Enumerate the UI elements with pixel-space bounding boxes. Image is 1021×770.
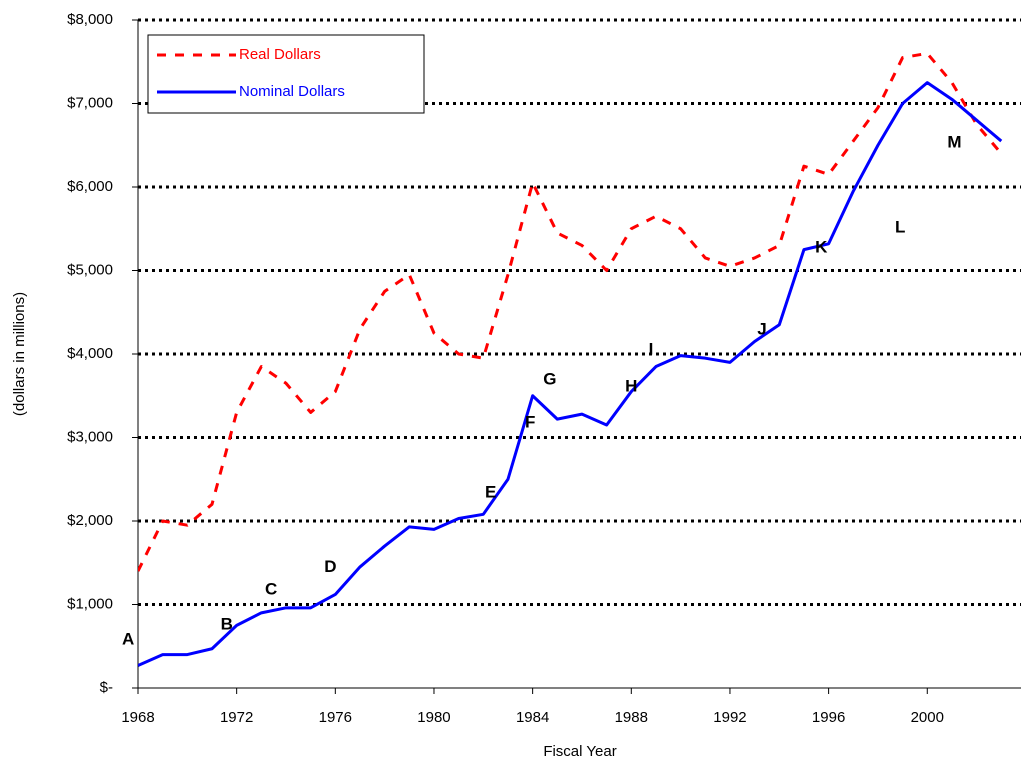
y-tick-label: $7,000	[67, 94, 113, 111]
annotation: F	[525, 412, 535, 431]
annotation: E	[485, 483, 496, 502]
annotation: L	[895, 217, 905, 236]
series-line	[138, 51, 1003, 572]
y-tick-label: $1,000	[67, 595, 113, 612]
y-tick-label: $8,000	[67, 11, 113, 28]
annotation: B	[221, 614, 233, 633]
annotation: G	[543, 369, 556, 388]
annotation: H	[625, 376, 637, 395]
legend-label: Nominal Dollars	[239, 83, 345, 100]
x-tick-label: 1984	[516, 709, 549, 726]
legend-label: Real Dollars	[239, 46, 321, 63]
plot-lines	[138, 51, 1003, 667]
x-axis-label: Fiscal Year	[543, 743, 616, 760]
x-tick-label: 1996	[812, 709, 845, 726]
legend-box	[147, 34, 425, 114]
x-tick-label: 1992	[713, 709, 746, 726]
annotation: J	[757, 320, 766, 339]
y-axis-label: (dollars in millions)	[11, 292, 28, 416]
x-tick-label: 1980	[417, 709, 450, 726]
x-tick-label: 2000	[911, 709, 944, 726]
annotation: A	[122, 629, 134, 648]
annotation: K	[815, 237, 828, 256]
y-tick-label: $4,000	[67, 345, 113, 362]
annotation: C	[265, 579, 277, 598]
annotation: I	[649, 339, 654, 358]
x-tick-label: 1972	[220, 709, 253, 726]
y-tick-label: $6,000	[67, 178, 113, 195]
y-tick-label: $-	[100, 679, 113, 696]
y-tick-label: $2,000	[67, 512, 113, 529]
annotation: D	[324, 557, 336, 576]
x-tick-label: 1968	[121, 709, 154, 726]
annotation: M	[947, 133, 961, 152]
y-tick-label: $3,000	[67, 428, 113, 445]
x-tick-label: 1988	[615, 709, 648, 726]
series-line	[138, 81, 1003, 667]
y-tick-label: $5,000	[67, 261, 113, 278]
x-tick-label: 1976	[319, 709, 352, 726]
